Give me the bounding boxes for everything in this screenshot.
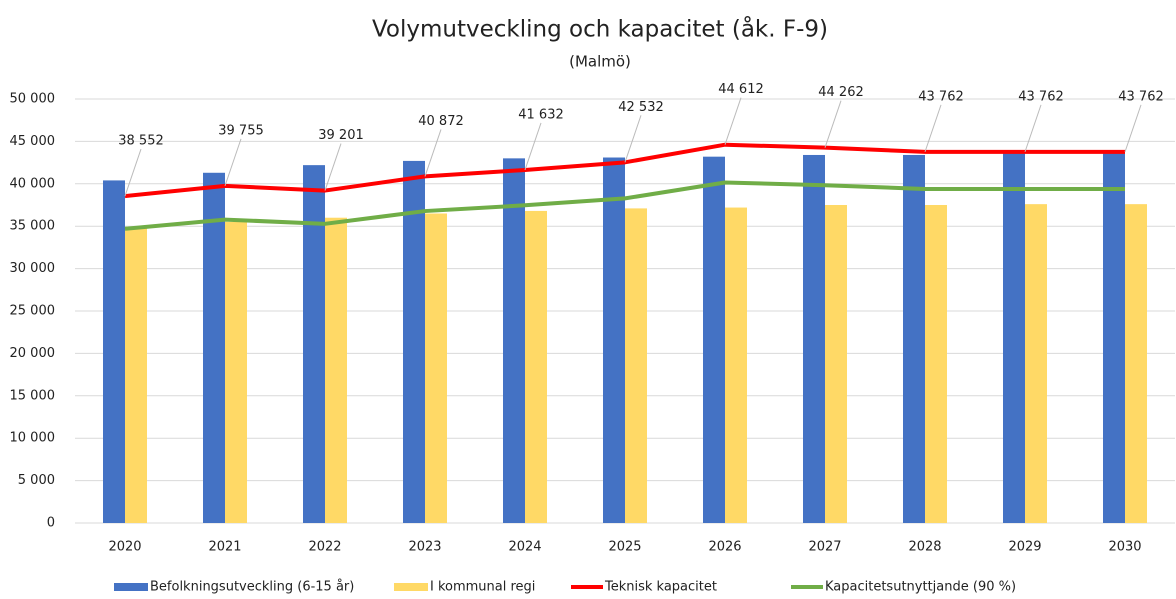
legend-label: Kapacitetsutnyttjande (90 %) — [825, 580, 1016, 595]
data-label: 41 632 — [518, 107, 564, 122]
x-tick-label: 2022 — [308, 540, 341, 555]
legend-label: Teknisk kapacitet — [604, 580, 717, 595]
y-tick-label: 5 000 — [18, 473, 55, 488]
bar — [1103, 152, 1125, 523]
data-label: 44 612 — [718, 82, 764, 97]
leader-line — [424, 129, 442, 177]
bar — [125, 227, 147, 523]
bar — [203, 172, 225, 523]
line — [124, 180, 1125, 231]
bar — [903, 154, 925, 523]
data-label: 44 262 — [818, 85, 864, 100]
x-tick-label: 2026 — [708, 540, 741, 555]
leader-line — [824, 100, 842, 148]
leader-line — [624, 115, 642, 163]
leader-line — [224, 138, 242, 187]
y-tick-label: 0 — [47, 516, 55, 531]
x-tick-label: 2028 — [908, 540, 941, 555]
bar — [525, 210, 547, 523]
y-tick-label: 45 000 — [10, 134, 56, 149]
y-tick-label: 15 000 — [10, 388, 56, 403]
x-tick-label: 2023 — [408, 540, 441, 555]
leader-line — [124, 148, 142, 197]
legend-swatch — [394, 583, 428, 591]
leader-line — [724, 97, 742, 145]
y-tick-label: 35 000 — [10, 219, 56, 234]
bar — [825, 205, 847, 523]
y-tick-label: 50 000 — [10, 92, 56, 107]
legend-swatch — [114, 583, 148, 591]
bar — [725, 207, 747, 523]
leader-line — [524, 122, 542, 171]
bar — [503, 158, 525, 524]
bar — [603, 157, 625, 523]
bar — [1025, 204, 1047, 524]
bar — [303, 165, 325, 524]
x-tick-label: 2020 — [108, 540, 141, 555]
x-tick-label: 2030 — [1108, 540, 1141, 555]
bar — [1125, 204, 1147, 524]
leader-line — [1124, 104, 1142, 153]
y-tick-label: 10 000 — [10, 431, 56, 446]
legend-label: Befolkningsutveckling (6-15 år) — [150, 580, 354, 595]
bar — [1003, 153, 1025, 523]
data-label: 39 755 — [218, 123, 264, 138]
data-label: 38 552 — [118, 134, 164, 149]
bar — [425, 213, 447, 524]
leader-line — [924, 104, 942, 153]
data-label: 42 532 — [618, 100, 664, 115]
line — [124, 142, 1125, 199]
y-tick-label: 20 000 — [10, 346, 56, 361]
bar — [925, 205, 947, 523]
bar — [625, 208, 647, 523]
bar — [103, 180, 125, 523]
x-tick-label: 2024 — [508, 540, 541, 555]
bar — [403, 160, 425, 524]
data-label: 43 762 — [1018, 89, 1064, 104]
leader-line — [324, 143, 342, 191]
data-label: 43 762 — [1118, 89, 1164, 104]
x-tick-label: 2025 — [608, 540, 641, 555]
leader-line — [1024, 104, 1042, 153]
bar — [803, 154, 825, 523]
data-label: 39 201 — [318, 128, 364, 143]
legend-label: I kommunal regi — [430, 580, 535, 595]
bar — [703, 156, 725, 523]
data-label: 43 762 — [918, 89, 964, 104]
x-tick-label: 2021 — [208, 540, 241, 555]
y-tick-label: 30 000 — [10, 261, 56, 276]
bar — [225, 221, 247, 523]
y-tick-label: 40 000 — [10, 176, 56, 191]
chart-title: Volymutveckling och kapacitet (åk. F-9) — [372, 15, 828, 43]
x-tick-label: 2027 — [808, 540, 841, 555]
bar — [325, 217, 347, 523]
y-tick-label: 25 000 — [10, 304, 56, 319]
x-tick-label: 2029 — [1008, 540, 1041, 555]
chart-subtitle: (Malmö) — [569, 53, 631, 71]
data-label: 40 872 — [418, 114, 464, 129]
